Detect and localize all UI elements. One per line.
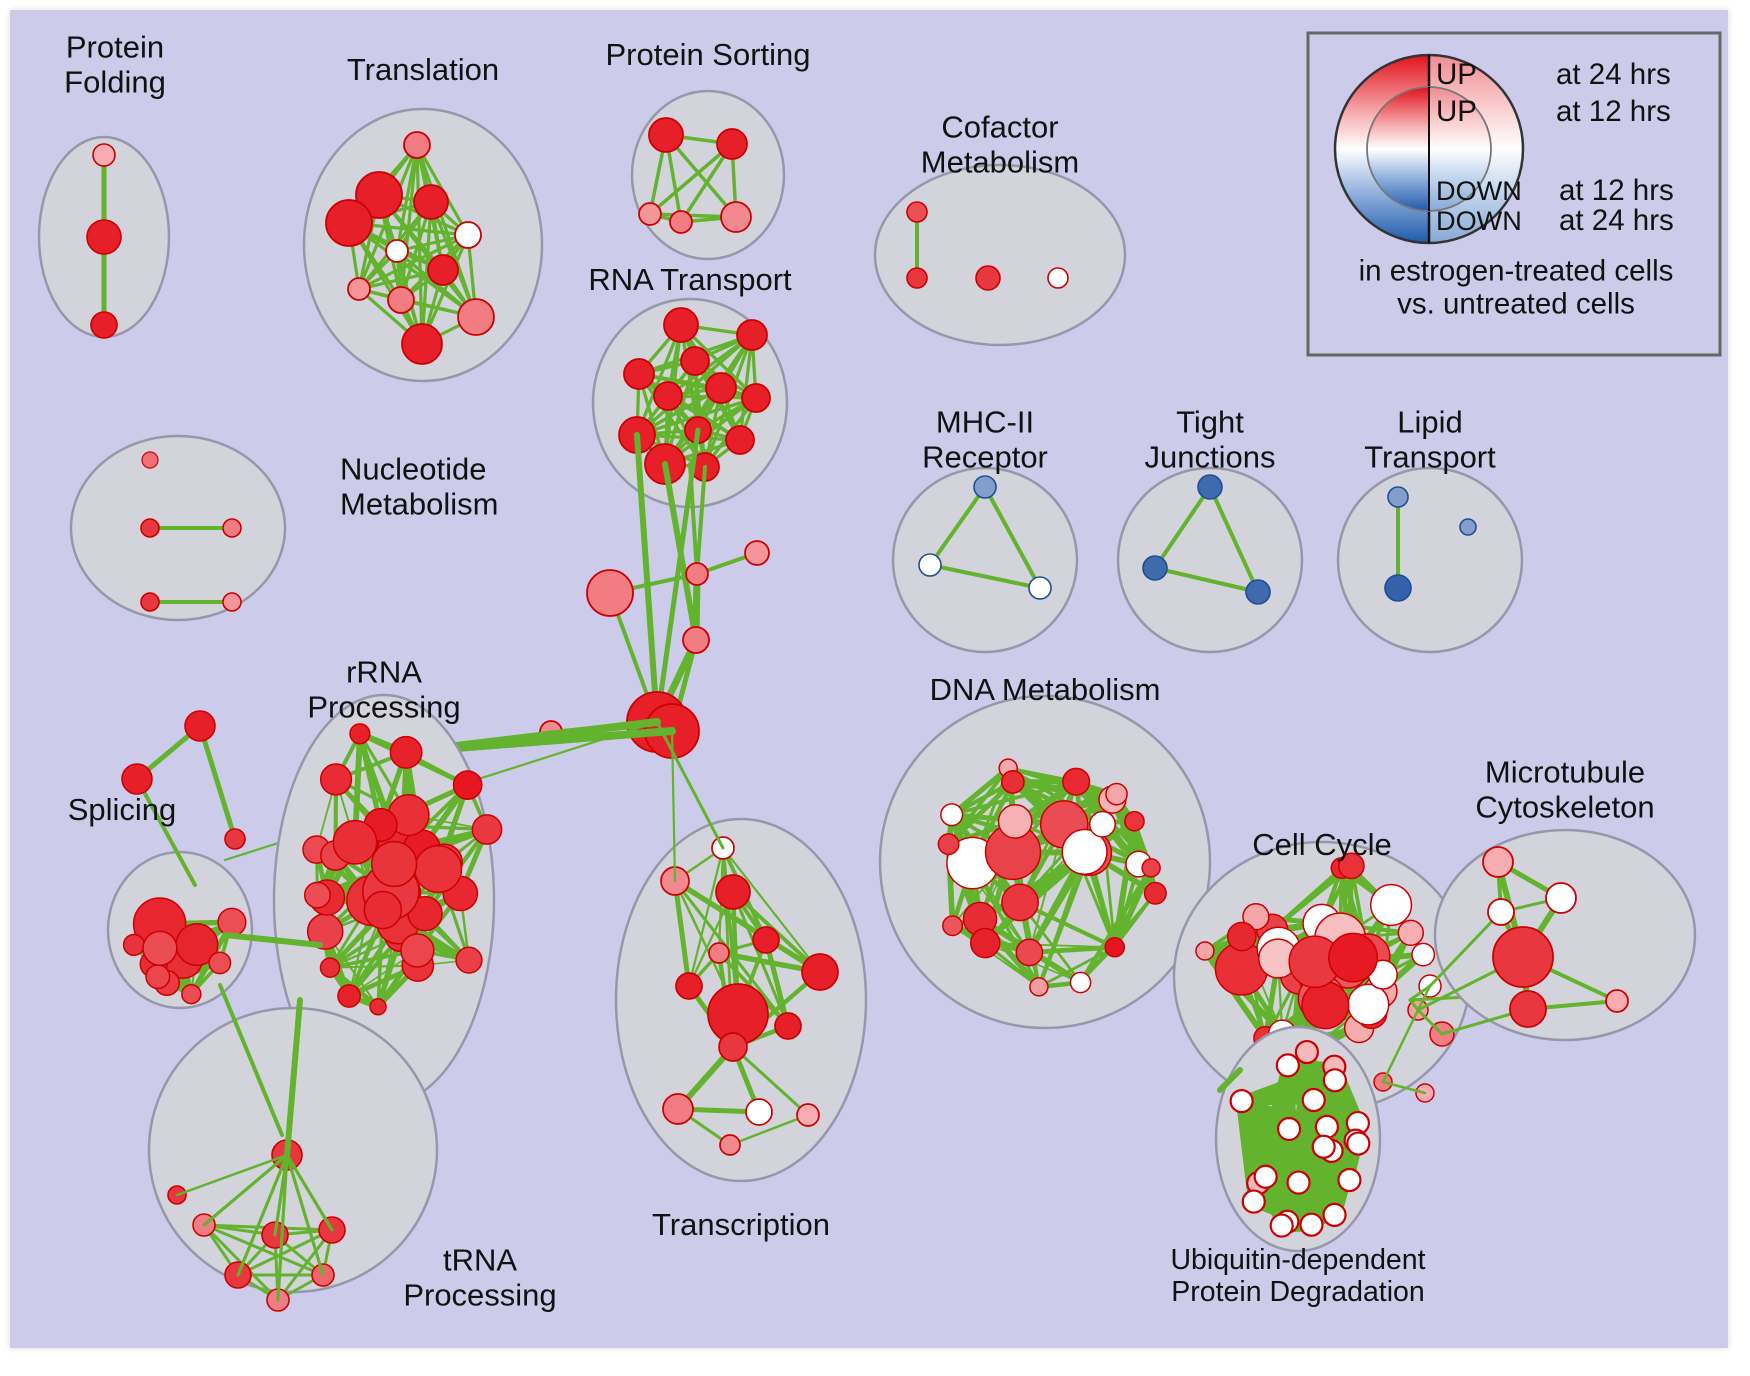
svg-text:DOWN: DOWN (1436, 205, 1522, 236)
svg-text:DNA Metabolism: DNA Metabolism (930, 672, 1161, 707)
svg-text:Protein: Protein (66, 30, 164, 65)
svg-text:Protein Degradation: Protein Degradation (1171, 1276, 1425, 1308)
svg-text:rRNA: rRNA (346, 655, 422, 690)
svg-text:tRNA: tRNA (443, 1243, 517, 1278)
svg-text:MHC-II: MHC-II (936, 405, 1034, 440)
svg-text:UP: UP (1436, 58, 1477, 91)
svg-text:at 12 hrs: at 12 hrs (1559, 174, 1674, 207)
svg-text:DOWN: DOWN (1436, 175, 1522, 206)
svg-text:Microtubule: Microtubule (1485, 755, 1645, 790)
svg-text:Cofactor: Cofactor (941, 110, 1058, 145)
svg-text:Junctions: Junctions (1145, 439, 1276, 474)
svg-text:Protein Sorting: Protein Sorting (605, 37, 810, 72)
svg-text:at 12 hrs: at 12 hrs (1556, 95, 1671, 128)
svg-text:Cell Cycle: Cell Cycle (1252, 827, 1392, 862)
svg-text:Ubiquitin-dependent: Ubiquitin-dependent (1170, 1244, 1425, 1276)
svg-text:Nucleotide: Nucleotide (340, 452, 486, 487)
svg-text:Lipid: Lipid (1397, 405, 1463, 440)
svg-text:at 24 hrs: at 24 hrs (1556, 58, 1671, 91)
svg-text:Transport: Transport (1364, 439, 1496, 474)
svg-text:vs. untreated cells: vs. untreated cells (1397, 288, 1635, 321)
svg-text:Cytoskeleton: Cytoskeleton (1475, 789, 1654, 824)
svg-text:Translation: Translation (347, 52, 499, 87)
svg-text:Tight: Tight (1176, 405, 1244, 440)
svg-text:Processing: Processing (403, 1277, 556, 1312)
svg-text:Transcription: Transcription (652, 1207, 830, 1242)
svg-text:Folding: Folding (64, 64, 166, 99)
svg-text:Splicing: Splicing (68, 792, 177, 827)
svg-text:at 24 hrs: at 24 hrs (1559, 204, 1674, 237)
svg-text:UP: UP (1436, 95, 1477, 128)
svg-text:Processing: Processing (307, 689, 460, 724)
svg-text:RNA Transport: RNA Transport (588, 262, 792, 297)
svg-text:Metabolism: Metabolism (340, 486, 499, 521)
svg-text:in estrogen-treated cells: in estrogen-treated cells (1359, 255, 1674, 288)
svg-text:Metabolism: Metabolism (921, 144, 1080, 179)
svg-text:Receptor: Receptor (922, 439, 1048, 474)
